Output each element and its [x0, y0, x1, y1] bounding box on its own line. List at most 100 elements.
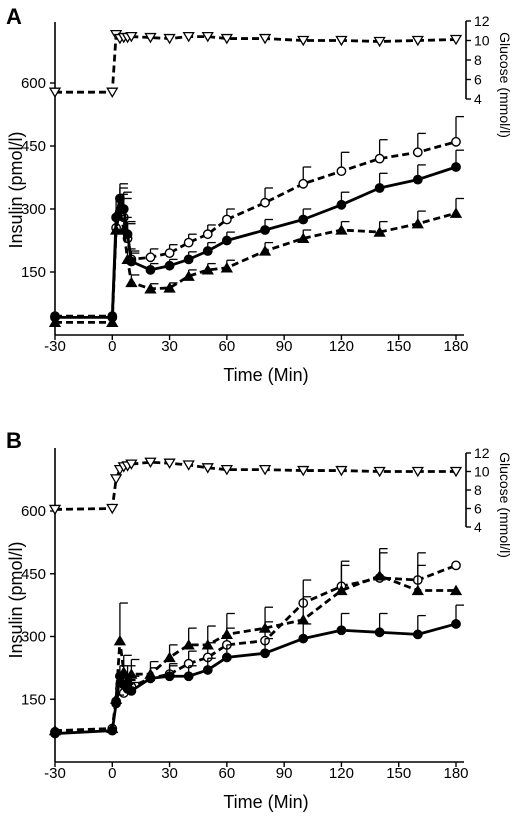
panel-b-filled-triangle-line [54, 574, 456, 733]
panel-b-glucose-triangle-point [109, 474, 123, 485]
panel-a-glucose-tick-label: 10 [474, 33, 490, 49]
panel-a-glucose-triangle-point [373, 36, 386, 48]
panel-b-y-tick-label: 600 [21, 503, 46, 520]
panel-b-filled-circle-point [126, 685, 137, 696]
panel-a-open-circle-point [145, 252, 156, 263]
panel-a-filled-circle-point [298, 214, 309, 225]
panel-b-x-tick-label: 0 [108, 765, 116, 782]
panel-b-glucose-triangle-point [335, 465, 348, 477]
panel-b-open-circle-series [50, 552, 461, 737]
panel-b-filled-circle-point [336, 625, 347, 636]
panel-letter-b: B [6, 428, 22, 453]
panel-b-y-axis-title: Insulin (pmol/l) [6, 541, 26, 658]
panel-b-x-tick-label: 120 [329, 765, 354, 782]
panel-a-y-axis-title: Insulin (pmol/l) [6, 131, 26, 248]
panel-b-filled-circle-point [412, 629, 423, 640]
panel-b-filled-circle-point [183, 671, 194, 682]
panel-b-glucose-triangle-point [106, 503, 119, 515]
panel-a: A Insulin (pmol/l) Time (Min) Glucose (m… [6, 4, 513, 385]
panel-a-glucose-triangle-point [201, 31, 214, 43]
panel-b-filled-triangle-series [48, 548, 463, 736]
panel-b-glucose-triangle-point [449, 466, 463, 478]
panel-a-x-tick-label: -30 [44, 338, 66, 355]
panel-b-glucose-triangle-point [163, 458, 176, 469]
panel-a-filled-circle-point [260, 225, 270, 235]
panel-a-glucose-axis-title: Glucose (mmol/l) [497, 32, 513, 138]
panel-a-glucose-triangle-point [125, 31, 138, 43]
panel-a-glucose-triangle-point [297, 35, 310, 47]
panel-a-filled-circle-point [336, 199, 347, 210]
panel-b-y-tick-label: 150 [21, 691, 46, 708]
panel-a-filled-triangle-point [335, 224, 348, 235]
panel-a-filled-circle-point [145, 264, 156, 275]
panel-a-x-axis-title: Time (Min) [223, 365, 308, 385]
panel-a-filled-triangle-point [113, 203, 127, 214]
panel-b-filled-triangle-point [335, 584, 348, 596]
panel-b-filled-triangle-point [109, 693, 123, 704]
panel-a-filled-triangle-point [411, 217, 424, 229]
panel-a-y-tick-label: 600 [21, 75, 46, 92]
panel-b-glucose-triangle-series [48, 457, 463, 516]
panel-a-x-tick-label: 120 [329, 338, 354, 355]
panel-b-filled-triangle-point [125, 668, 138, 679]
panel-b-filled-triangle-point [220, 628, 233, 640]
panel-a-filled-circle-point [183, 254, 194, 265]
panel-a-x-tick-label: 150 [386, 338, 411, 355]
panel-b-filled-triangle-point [297, 613, 310, 625]
panel-b-glucose-triangle-point [125, 459, 138, 470]
panel-letter-a: A [6, 4, 22, 29]
panel-b-glucose-triangle-point [48, 504, 62, 516]
panel-a-filled-circle-point [374, 183, 385, 193]
panel-a-glucose-triangle-point [449, 34, 463, 46]
panel-b-filled-triangle-point [449, 584, 463, 596]
panel-b-filled-triangle-point [144, 668, 157, 679]
panel-b-glucose-tick-label: 12 [474, 445, 490, 461]
panel-a-filled-circle-point [451, 162, 461, 172]
panel-b-filled-triangle-point [373, 570, 386, 581]
panel-b-filled-triangle-point [182, 639, 195, 650]
panel-a-open-circle-point [164, 248, 175, 259]
panel-b-glucose-tick-label: 10 [474, 464, 490, 480]
panel-a-open-circle-point [412, 147, 423, 158]
panel-b-glucose-triangle-line [54, 460, 456, 511]
panel-a-filled-triangle-point [297, 232, 310, 244]
panel-a-filled-circle-point [164, 260, 175, 271]
panel-b-x-tick-label: 90 [276, 765, 293, 782]
panel-b-filled-circle-point [451, 619, 461, 629]
panel-a-glucose-triangle-point [258, 33, 272, 45]
panel-b: B Insulin (pmol/l) Time (Min) Glucose (m… [6, 428, 513, 812]
panel-b-glucose-triangle-point [144, 457, 157, 469]
panel-a-filled-triangle-point [109, 224, 123, 235]
panel-b-filled-circle-point [374, 627, 385, 638]
panel-b-glucose-tick-label: 6 [474, 501, 482, 517]
panel-b-filled-circle-point [164, 671, 175, 682]
panel-a-glucose-tick-label: 12 [474, 13, 490, 29]
panel-a-x-tick-label: 90 [276, 338, 293, 355]
panel-b-filled-circle-point [221, 652, 232, 663]
panel-a-glucose-triangle-point [411, 35, 424, 47]
panel-b-glucose-triangle-point [258, 464, 272, 476]
panel-a-filled-triangle-point [201, 264, 214, 275]
panel-a-open-circle-point [298, 178, 309, 189]
panel-b-glucose-triangle-point [411, 466, 424, 478]
panel-b-filled-circle-point [260, 648, 270, 659]
panel-a-x-tick-label: 60 [219, 338, 236, 355]
panel-a-filled-triangle-point [125, 276, 138, 288]
panel-a-glucose-triangle-point [106, 87, 119, 98]
panel-a-glucose-triangle-point [144, 32, 157, 44]
panel-a-open-circle-point [260, 197, 270, 208]
panel-b-plot: -30 0 30 60 90 120 150 180 150 300 450 600 4 6 8 10 12 [21, 445, 490, 782]
panel-b-filled-triangle-point [121, 674, 134, 686]
panel-b-filled-triangle-point [201, 639, 214, 650]
panel-a-glucose-triangle-point [182, 31, 195, 43]
panel-b-x-tick-label: 60 [219, 765, 236, 782]
panel-a-filled-triangle-point [182, 270, 195, 281]
panel-a-plot: -30 0 30 60 90 120 150 180 150 300 450 600 4 6 8 10 12 [21, 13, 490, 355]
panel-a-open-circle-point [221, 214, 232, 225]
panel-a-open-circle-point [183, 237, 194, 248]
panel-a-filled-triangle-point [117, 224, 130, 235]
panel-a-filled-triangle-point [106, 316, 119, 328]
panel-b-glucose-tick-label: 4 [474, 519, 482, 535]
panel-b-filled-triangle-point [258, 622, 272, 633]
panel-a-open-circle-point [202, 229, 213, 240]
